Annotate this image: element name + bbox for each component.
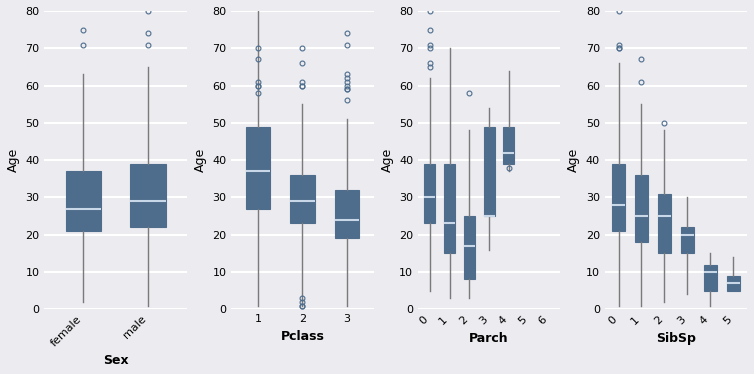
Y-axis label: Age: Age [567,148,581,172]
PathPatch shape [504,126,514,164]
PathPatch shape [290,175,314,224]
PathPatch shape [444,164,455,253]
X-axis label: SibSp: SibSp [656,332,696,345]
Y-axis label: Age: Age [194,148,207,172]
PathPatch shape [658,194,671,253]
PathPatch shape [612,164,625,231]
PathPatch shape [484,126,495,216]
PathPatch shape [727,276,740,291]
PathPatch shape [704,264,716,291]
PathPatch shape [425,164,435,224]
PathPatch shape [130,164,166,227]
X-axis label: Sex: Sex [103,354,128,367]
PathPatch shape [335,190,359,238]
PathPatch shape [635,175,648,242]
PathPatch shape [464,216,475,279]
PathPatch shape [66,171,101,231]
PathPatch shape [681,227,694,253]
X-axis label: Pclass: Pclass [280,329,324,343]
X-axis label: Parch: Parch [469,332,509,345]
Y-axis label: Age: Age [7,148,20,172]
Y-axis label: Age: Age [381,148,394,172]
PathPatch shape [246,126,270,209]
